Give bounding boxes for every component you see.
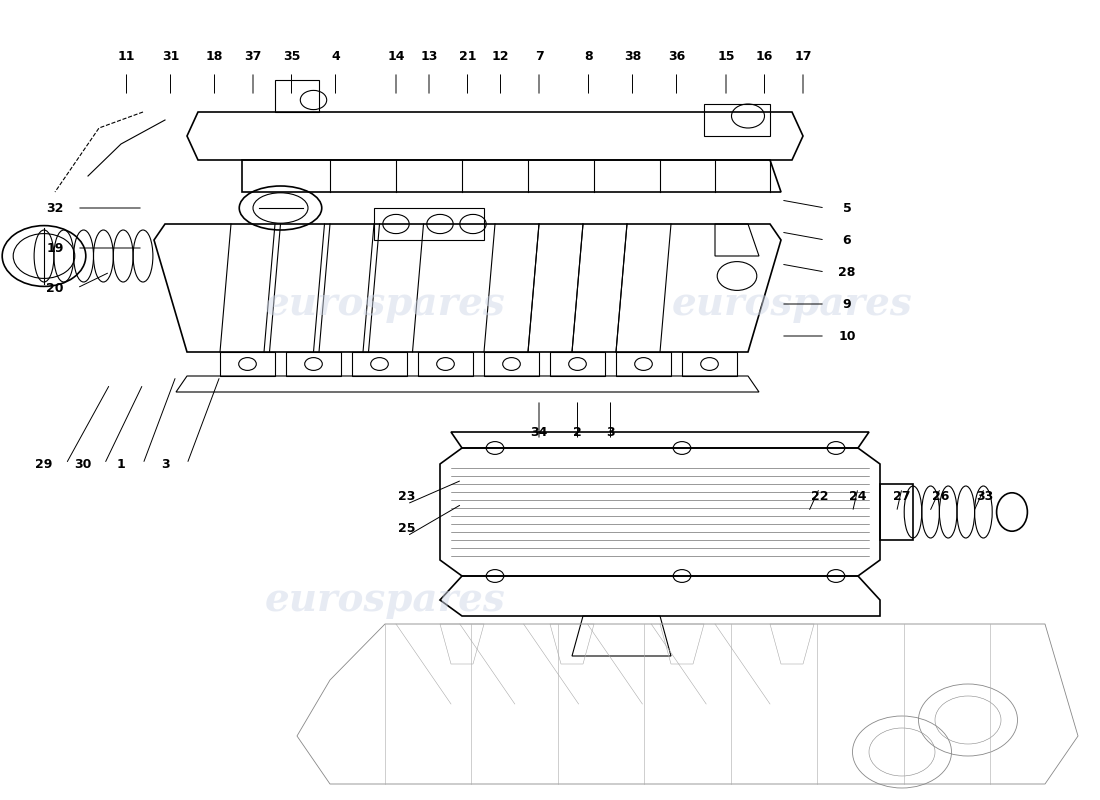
Text: 34: 34 — [530, 426, 548, 438]
Text: 31: 31 — [162, 50, 179, 62]
Text: eurospares: eurospares — [265, 581, 505, 619]
Text: 10: 10 — [838, 330, 856, 342]
Text: 23: 23 — [398, 490, 416, 502]
Text: 17: 17 — [794, 50, 812, 62]
Text: 26: 26 — [932, 490, 949, 502]
Text: 32: 32 — [46, 202, 64, 214]
Text: 3: 3 — [606, 426, 615, 438]
Text: 38: 38 — [624, 50, 641, 62]
Text: 22: 22 — [811, 490, 828, 502]
Text: 29: 29 — [35, 458, 53, 470]
Text: 20: 20 — [46, 282, 64, 294]
Text: 15: 15 — [717, 50, 735, 62]
Text: 13: 13 — [420, 50, 438, 62]
Text: 5: 5 — [843, 202, 851, 214]
Text: 9: 9 — [843, 298, 851, 310]
Text: 18: 18 — [206, 50, 223, 62]
Text: 3: 3 — [161, 458, 169, 470]
Text: 30: 30 — [74, 458, 91, 470]
Text: 4: 4 — [331, 50, 340, 62]
Text: 36: 36 — [668, 50, 685, 62]
Text: 35: 35 — [283, 50, 300, 62]
Text: 27: 27 — [893, 490, 911, 502]
Text: 25: 25 — [398, 522, 416, 534]
Text: 33: 33 — [976, 490, 993, 502]
Text: 21: 21 — [459, 50, 476, 62]
Text: eurospares: eurospares — [672, 285, 912, 323]
Text: 2: 2 — [573, 426, 582, 438]
Text: 6: 6 — [843, 234, 851, 246]
Text: 11: 11 — [118, 50, 135, 62]
Text: 7: 7 — [535, 50, 543, 62]
Text: 28: 28 — [838, 266, 856, 278]
Text: 1: 1 — [117, 458, 125, 470]
Text: 37: 37 — [244, 50, 262, 62]
Text: 24: 24 — [849, 490, 867, 502]
Text: eurospares: eurospares — [265, 285, 505, 323]
Text: 8: 8 — [584, 50, 593, 62]
Text: 14: 14 — [387, 50, 405, 62]
Text: 19: 19 — [46, 242, 64, 254]
Text: 12: 12 — [492, 50, 509, 62]
Text: 16: 16 — [756, 50, 773, 62]
